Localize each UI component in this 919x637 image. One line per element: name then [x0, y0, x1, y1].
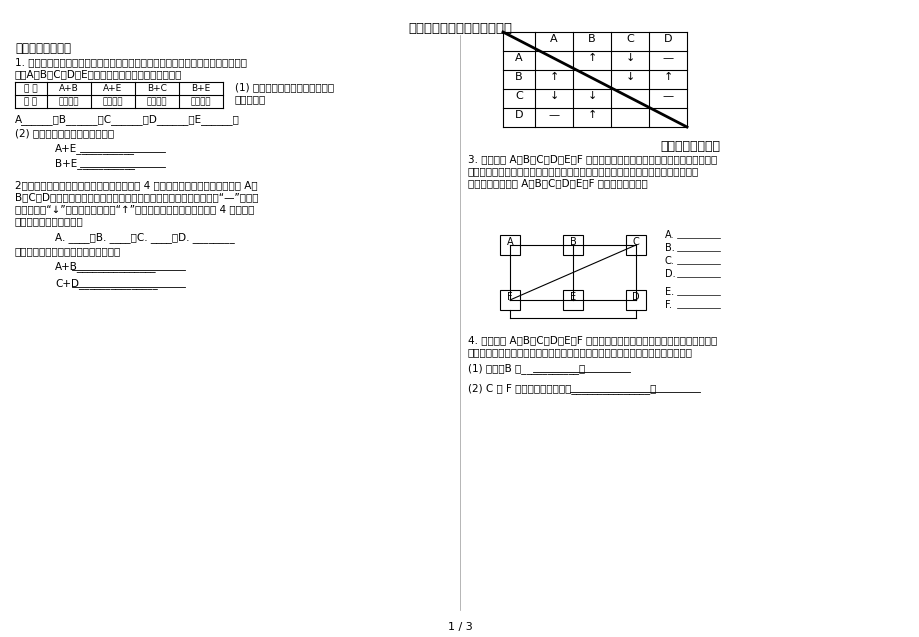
Text: (1) 推断：B 是___________。: (1) 推断：B 是___________。 — [468, 363, 584, 374]
Text: C: C — [515, 91, 522, 101]
Bar — [499, 235, 519, 255]
Text: E: E — [569, 292, 575, 302]
Text: ↓: ↓ — [625, 72, 634, 82]
Text: —: — — [662, 91, 673, 101]
Text: ↓: ↓ — [549, 91, 558, 101]
Text: (2) C 和 F 反应的化学方程式是_______________。: (2) C 和 F 反应的化学方程式是_______________。 — [468, 383, 655, 394]
Text: 产生沉淠: 产生沉淠 — [59, 97, 79, 106]
Text: C.: C. — [664, 256, 674, 266]
Text: ↓: ↓ — [586, 91, 596, 101]
Text: 现 象: 现 象 — [25, 97, 38, 106]
Bar — [562, 290, 583, 310]
Text: A+E: A+E — [103, 84, 122, 93]
Bar — [625, 235, 645, 255]
Text: 二、连线式推断题: 二、连线式推断题 — [659, 140, 720, 153]
Text: A+B_______________: A+B_______________ — [55, 261, 156, 272]
Text: 2．现有稀盐酸、稀硫酸、氪氧化钉、碳酸钓 4 瓶失去标签的溶液，分别编号为 A、: 2．现有稀盐酸、稀硫酸、氪氧化钉、碳酸钓 4 瓶失去标签的溶液，分别编号为 A、 — [15, 180, 257, 190]
Text: ↑: ↑ — [663, 72, 672, 82]
Text: D.: D. — [664, 269, 675, 279]
Text: 初三化学物质推断题专题训练: 初三化学物质推断题专题训练 — [407, 22, 512, 35]
Text: —: — — [662, 53, 673, 63]
Text: C+D_______________: C+D_______________ — [55, 278, 157, 289]
Text: 化钙溶液、盐酸和金属铁，它们之间的连线表明相邻的两种物质之间能发生反应。试: 化钙溶液、盐酸和金属铁，它们之间的连线表明相邻的两种物质之间能发生反应。试 — [468, 166, 698, 176]
Text: ↑: ↑ — [586, 53, 596, 63]
Bar — [499, 290, 519, 310]
Text: B+E: B+E — [191, 84, 210, 93]
Text: A. ____；B. ____；C. ____；D. ________: A. ____；B. ____；C. ____；D. ________ — [55, 232, 234, 243]
Text: 4. 下图里有 A、B、C、D、E、F 六种物质，它们是硕酸铜、碳酸钓、氯化钙、稀: 4. 下图里有 A、B、C、D、E、F 六种物质，它们是硕酸铜、碳酸钓、氯化钙、… — [468, 335, 717, 345]
Text: B.: B. — [664, 243, 674, 253]
Text: 硫酸、氯氧化馒五种溶液和单质铁。凡用直线相连的两物质间均可发生化学反应。: 硫酸、氯氧化馒五种溶液和单质铁。凡用直线相连的两物质间均可发生化学反应。 — [468, 347, 692, 357]
Text: 1. 有失去标签的硕酸馔、碳酸钓、硕酸銀、硕酸馒和稀盐酸五瓶溶液。将其任意编: 1. 有失去标签的硕酸馔、碳酸钓、硕酸銀、硕酸馒和稀盐酸五瓶溶液。将其任意编 — [15, 57, 246, 67]
Text: ↑: ↑ — [586, 110, 596, 120]
Text: B: B — [515, 72, 522, 82]
Text: 3. 下图中的 A、B、C、D、E、F 分别表示石灰水、硫酸铜溶液、碳酸钓溶液、氯: 3. 下图中的 A、B、C、D、E、F 分别表示石灰水、硫酸铜溶液、碳酸钓溶液、… — [468, 154, 717, 164]
Text: C: C — [632, 237, 639, 247]
Text: A.: A. — [664, 230, 674, 240]
Text: 写出上述实验过程的有关反应方程式：: 写出上述实验过程的有关反应方程式： — [15, 246, 121, 256]
Text: A: A — [550, 34, 557, 44]
Text: B: B — [587, 34, 596, 44]
Text: 产生沉淠: 产生沉淠 — [147, 97, 167, 106]
Text: 1 / 3: 1 / 3 — [448, 622, 471, 632]
Text: B+C: B+C — [147, 84, 166, 93]
Text: A: A — [506, 237, 513, 247]
Text: B+E___________: B+E___________ — [55, 158, 135, 169]
Text: 产生沉淠: 产生沉淠 — [103, 97, 123, 106]
Text: 一、表格式推断题: 一、表格式推断题 — [15, 42, 71, 55]
Text: 实 验: 实 验 — [24, 84, 38, 93]
Text: 明显现象；“↓”表示有沈淠生成；“↑”表示有气体生成）。由此推断 4 瓶溶液中: 明显现象；“↓”表示有沈淠生成；“↑”表示有气体生成）。由此推断 4 瓶溶液中 — [15, 204, 254, 214]
Text: ↓: ↓ — [625, 53, 634, 63]
Text: C: C — [626, 34, 633, 44]
Text: B: B — [569, 237, 575, 247]
Text: B、C、D。每次取少量溶液两两混合，所观察到的现象记录在下表中（“—”表示无: B、C、D。每次取少量溶液两两混合，所观察到的现象记录在下表中（“—”表示无 — [15, 192, 258, 202]
Text: 的化学式。: 的化学式。 — [234, 94, 266, 104]
Text: 产生气泡: 产生气泡 — [190, 97, 211, 106]
Text: F: F — [506, 292, 512, 302]
Text: E.: E. — [664, 287, 674, 297]
Text: 的溶质的化学式分别为：: 的溶质的化学式分别为： — [15, 216, 84, 226]
Text: (1) 试推断并写出五种溶液中溶质: (1) 试推断并写出五种溶液中溶质 — [234, 82, 334, 92]
Text: A+E___________: A+E___________ — [55, 143, 135, 154]
Text: A______，B______，C______，D______，E______。: A______，B______，C______，D______，E______。 — [15, 114, 240, 125]
Text: 根据图中关系确定 A、B、C、D、E、F 各物质的化学式。: 根据图中关系确定 A、B、C、D、E、F 各物质的化学式。 — [468, 178, 647, 188]
Text: —: — — [548, 110, 559, 120]
Text: D: D — [663, 34, 672, 44]
Text: D: D — [631, 292, 639, 302]
Text: (2) 写出有关反应的化学方程式。: (2) 写出有关反应的化学方程式。 — [15, 128, 114, 138]
Bar — [562, 235, 583, 255]
Text: A: A — [515, 53, 522, 63]
Bar — [625, 290, 645, 310]
Text: ↑: ↑ — [549, 72, 558, 82]
Text: A+B: A+B — [59, 84, 79, 93]
Text: D: D — [515, 110, 523, 120]
Text: F.: F. — [664, 300, 671, 310]
Text: 号：A、B、C、D、E，进行两两混合，其现象如下表：: 号：A、B、C、D、E，进行两两混合，其现象如下表： — [15, 69, 182, 79]
